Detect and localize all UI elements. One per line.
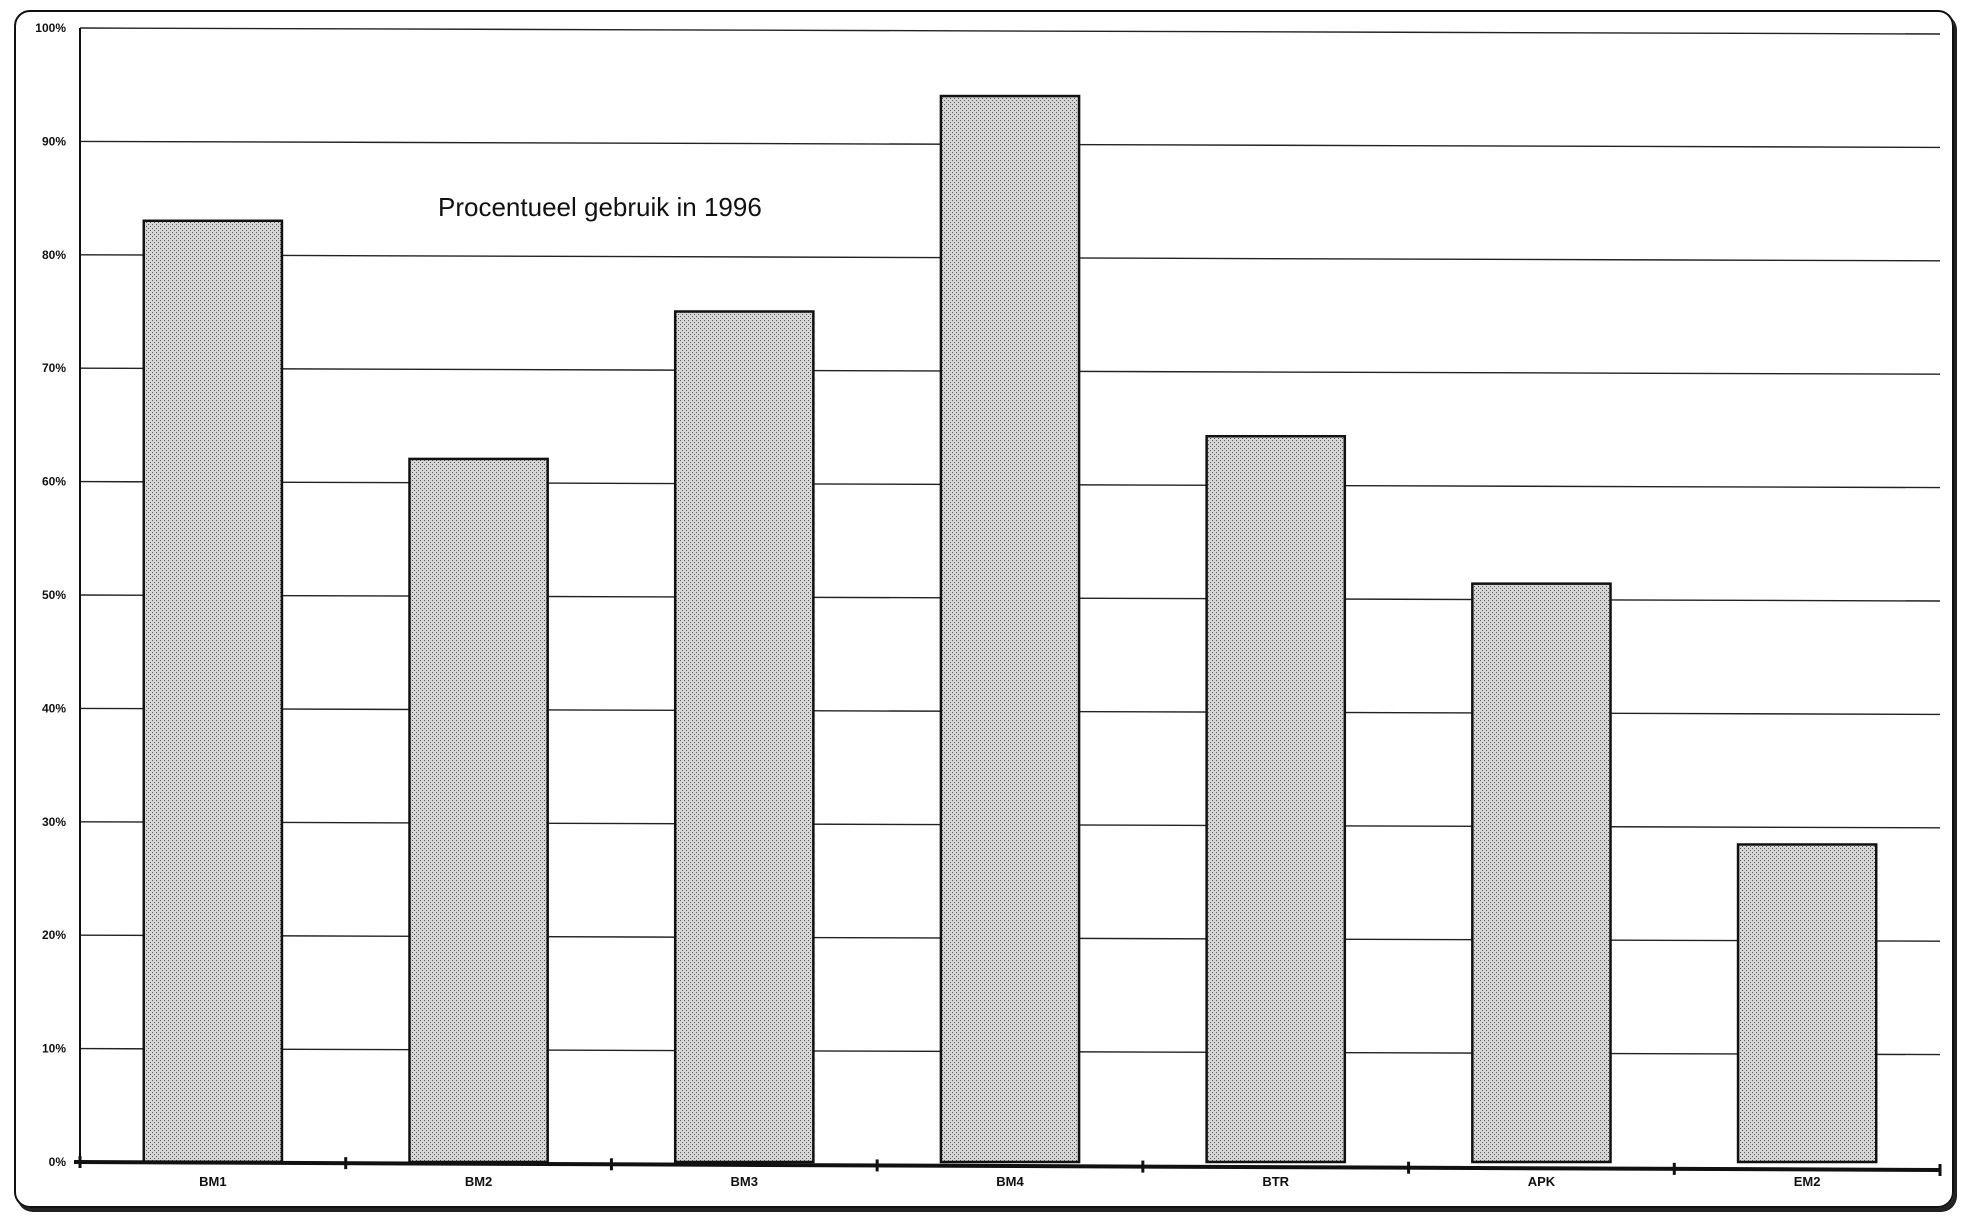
y-tick-label: 60% [42, 475, 66, 489]
x-tick-label: BM4 [996, 1174, 1024, 1189]
bar-bm1 [142, 219, 284, 1164]
y-tick-label: 20% [42, 928, 66, 942]
y-tick-label: 50% [42, 588, 66, 602]
y-tick-label: 10% [42, 1042, 66, 1056]
y-tick-label: 0% [49, 1155, 67, 1169]
bar-em2 [1736, 843, 1878, 1164]
axes [73, 28, 1942, 1176]
bar-bm3 [673, 310, 815, 1164]
bar-bm4 [939, 94, 1081, 1164]
bar-bm2 [408, 457, 549, 1164]
chart-title: Procentueel gebruik in 1996 [438, 192, 762, 222]
x-tick-label: BM1 [199, 1174, 226, 1189]
y-tick-label: 90% [42, 134, 66, 148]
x-tick-label: BM2 [465, 1174, 492, 1189]
y-tick-labels: 0% 10% 20% 30% 40% 50% 60% 70% 80% 90% 100% [35, 21, 66, 1169]
bar-apk [1471, 582, 1612, 1164]
y-tick-label: 30% [42, 815, 66, 829]
x-axis [73, 1160, 1941, 1172]
x-tick-labels: BM1 BM2 BM3 BM4 BTR APK EM2 [199, 1174, 1820, 1189]
y-tick-label: 80% [42, 248, 66, 262]
y-tick-label: 100% [35, 21, 66, 35]
y-tick-label: 40% [42, 701, 66, 715]
bars [142, 94, 1878, 1164]
bar-btr [1205, 434, 1347, 1164]
x-tick-label: APK [1528, 1174, 1556, 1189]
gridline [79, 27, 1941, 35]
chart-frame [14, 10, 1954, 1208]
y-tick-label: 70% [42, 361, 66, 375]
x-tick-label: BTR [1262, 1174, 1289, 1189]
x-tick-label: EM2 [1794, 1174, 1821, 1189]
x-tick-label: BM3 [731, 1174, 758, 1189]
